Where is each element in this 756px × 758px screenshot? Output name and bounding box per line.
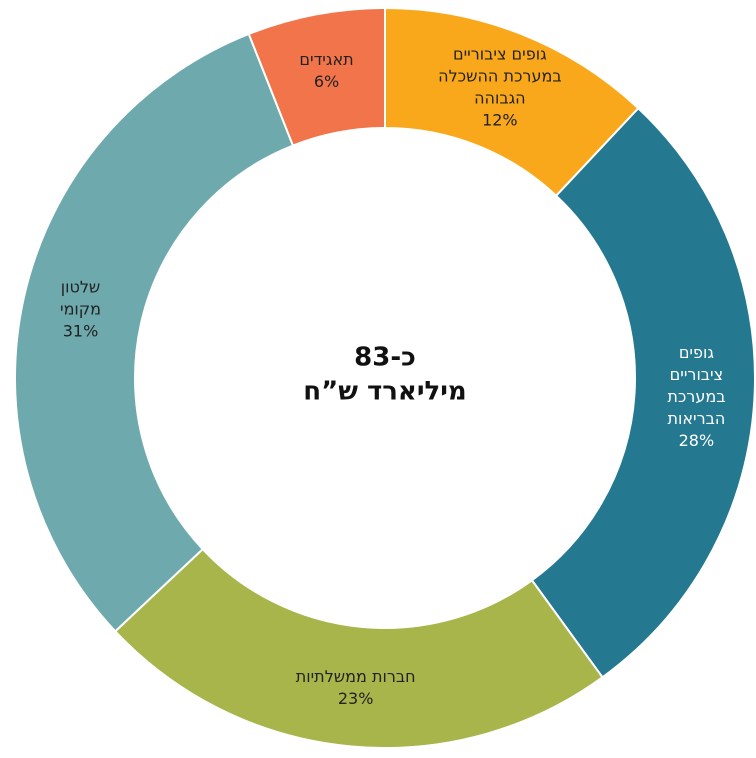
slice-label: במערכת ההשכלה xyxy=(438,66,561,85)
slice-label: שלטון xyxy=(61,277,101,296)
slice-label: גופים xyxy=(679,343,715,362)
value-label: 6% xyxy=(314,72,339,91)
donut-slice xyxy=(113,547,604,749)
value-label: 31% xyxy=(63,321,99,340)
slice-label: חברות ממשלתיות xyxy=(296,667,416,686)
center-label: מיליארד ש”ח xyxy=(303,377,466,407)
value-label: 12% xyxy=(482,110,518,129)
slice-label: תאגידים xyxy=(299,50,353,69)
donut-slice xyxy=(247,6,386,147)
slice-label: ציבוריים xyxy=(670,365,723,384)
donut-slice xyxy=(14,32,295,633)
donut-slice xyxy=(530,106,756,679)
slice-label: מקומי xyxy=(60,299,101,318)
slice-label: הגבוהה xyxy=(474,88,526,107)
slice-label: גופים ציבוריים xyxy=(453,44,547,63)
value-label: 28% xyxy=(679,431,715,450)
slice-label: הבריאות xyxy=(667,409,725,428)
slice-label: במערכת xyxy=(667,387,725,406)
center-label: כ-83 xyxy=(354,343,416,373)
value-label: 23% xyxy=(338,689,374,708)
